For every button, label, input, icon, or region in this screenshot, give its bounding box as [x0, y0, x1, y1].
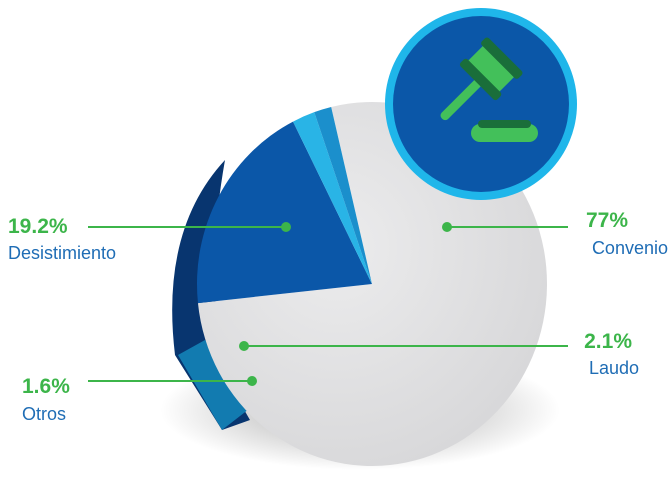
pie-slice-desistimiento — [197, 121, 372, 304]
pie-slice-otros — [314, 107, 372, 284]
leader-dot-otros — [247, 376, 257, 386]
slice-label-desistimiento: Desistimiento — [8, 243, 117, 263]
leader-dot-laudo — [239, 341, 249, 351]
gavel-badge — [385, 8, 577, 200]
slice-label-convenio: Convenio — [591, 238, 668, 258]
leader-dot-desistimiento — [281, 222, 291, 232]
slice-value-desistimiento: 19.2% — [8, 215, 68, 238]
slice-value-convenio: 77% — [585, 209, 628, 232]
pie-depth-teal — [178, 340, 258, 430]
pie-slice-laudo — [293, 112, 372, 284]
slice-value-laudo: 2.1% — [584, 330, 632, 353]
slice-label-otros: Otros — [22, 404, 67, 424]
slice-value-otros: 1.6% — [22, 375, 70, 398]
leader-dot-convenio — [442, 222, 452, 232]
slice-label-laudo: Laudo — [588, 358, 639, 378]
gavel-icon — [440, 37, 538, 142]
